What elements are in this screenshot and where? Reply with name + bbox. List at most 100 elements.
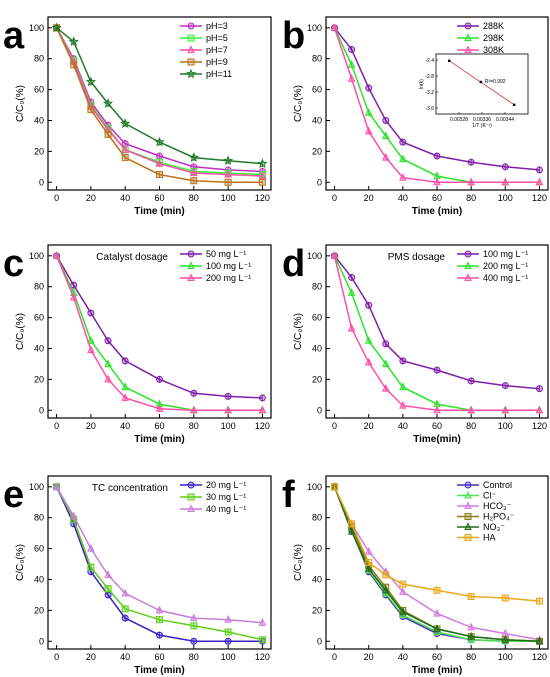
x-tick-label: 20 bbox=[86, 421, 96, 431]
y-tick-label: 100 bbox=[307, 23, 322, 33]
data-point bbox=[433, 608, 441, 617]
panel-letter: e bbox=[3, 474, 24, 516]
x-axis-label: Time (min) bbox=[412, 665, 462, 676]
legend-marker bbox=[464, 33, 472, 41]
y-tick-label: 0 bbox=[317, 405, 322, 415]
legend-entry: pH=7 bbox=[206, 45, 228, 55]
data-point bbox=[501, 382, 509, 390]
data-point bbox=[154, 136, 165, 147]
legend-marker bbox=[187, 58, 195, 66]
y-tick-label: 20 bbox=[312, 374, 322, 384]
data-point bbox=[364, 108, 373, 116]
legend-marker bbox=[187, 250, 195, 258]
legend-entry: Cl⁻ bbox=[483, 491, 496, 501]
data-point bbox=[69, 292, 78, 301]
data-point bbox=[102, 98, 114, 108]
data-point bbox=[348, 520, 356, 528]
data-point bbox=[121, 382, 130, 391]
data-point bbox=[399, 382, 407, 391]
x-tick-label: 0 bbox=[332, 652, 337, 662]
legend-marker bbox=[464, 250, 472, 258]
panel-title: TC concentration bbox=[92, 483, 168, 494]
data-point bbox=[104, 570, 112, 578]
y-tick-label: 40 bbox=[34, 115, 44, 125]
data-point bbox=[156, 631, 163, 639]
x-tick-label: 40 bbox=[398, 193, 408, 203]
data-point bbox=[399, 357, 407, 365]
data-point bbox=[155, 159, 164, 167]
data-point bbox=[224, 628, 232, 636]
data-point bbox=[87, 563, 95, 571]
data-point bbox=[382, 340, 390, 348]
legend-marker bbox=[187, 504, 195, 512]
data-point bbox=[104, 130, 112, 138]
y-tick-label: 0 bbox=[39, 405, 44, 415]
legend-entry: pH=5 bbox=[206, 33, 228, 43]
x-tick-label: 80 bbox=[466, 652, 476, 662]
legend-entry: 20 mg L⁻¹ bbox=[206, 480, 246, 490]
data-point bbox=[258, 394, 266, 402]
data-point bbox=[224, 637, 232, 645]
x-axis-label: Time (min) bbox=[134, 665, 184, 676]
data-point bbox=[223, 155, 234, 165]
data-point bbox=[365, 84, 373, 92]
y-tick-label: 20 bbox=[34, 374, 44, 384]
legend-marker bbox=[464, 534, 472, 541]
legend-marker bbox=[464, 522, 472, 530]
x-axis-label: Time (min) bbox=[412, 206, 462, 217]
x-tick-label: 20 bbox=[364, 421, 374, 431]
legend-marker bbox=[187, 22, 195, 30]
data-point bbox=[224, 615, 232, 623]
panel-title: PMS dosage bbox=[388, 252, 446, 263]
legend: 100 mg L⁻¹ 200 mg L⁻¹ 400 mg L⁻¹ bbox=[457, 249, 528, 283]
inset-annotation: R²=0.992 bbox=[485, 79, 506, 85]
legend-marker bbox=[187, 273, 195, 281]
data-point bbox=[501, 635, 510, 643]
data-point bbox=[190, 389, 198, 397]
inset-y-tick-label: -2.4 bbox=[425, 58, 434, 64]
y-tick-label: 40 bbox=[312, 115, 322, 125]
x-tick-label: 100 bbox=[498, 652, 513, 662]
legend-entry: 50 mg L⁻¹ bbox=[206, 249, 246, 259]
y-tick-label: 80 bbox=[34, 54, 44, 64]
data-point bbox=[381, 359, 390, 367]
data-point bbox=[120, 118, 131, 128]
x-tick-label: 60 bbox=[432, 193, 442, 203]
data-point bbox=[364, 126, 373, 135]
legend-entry: pH=3 bbox=[206, 21, 228, 31]
data-point bbox=[467, 177, 475, 186]
y-tick-label: 100 bbox=[29, 482, 44, 492]
legend-entry: 288K bbox=[483, 21, 504, 31]
x-tick-label: 100 bbox=[221, 193, 236, 203]
data-point bbox=[467, 158, 475, 166]
panel-letter: a bbox=[3, 15, 25, 57]
x-tick-label: 100 bbox=[498, 421, 513, 431]
data-point bbox=[224, 178, 232, 186]
series-HA bbox=[331, 483, 543, 605]
y-tick-label: 20 bbox=[312, 605, 322, 615]
y-axis-label: C/C₀(%) bbox=[293, 544, 304, 581]
data-point bbox=[347, 74, 356, 82]
y-axis-label: C/C₀(%) bbox=[293, 313, 304, 350]
y-tick-label: 60 bbox=[312, 85, 322, 95]
x-tick-label: 120 bbox=[532, 652, 547, 662]
series-100 mg L⁻¹ bbox=[331, 252, 543, 393]
legend-entry: 100 mg L⁻¹ bbox=[483, 249, 528, 259]
data-point bbox=[399, 401, 407, 409]
legend-marker bbox=[464, 22, 472, 30]
legend-marker bbox=[187, 261, 195, 269]
data-point bbox=[87, 309, 95, 317]
data-point bbox=[433, 586, 441, 594]
data-point bbox=[258, 618, 267, 626]
data-point bbox=[382, 116, 390, 124]
x-tick-label: 60 bbox=[432, 421, 442, 431]
y-tick-label: 80 bbox=[34, 282, 44, 292]
data-point bbox=[364, 357, 373, 366]
data-point bbox=[258, 636, 266, 644]
panel-c: 0 20 40 60 80 100 120 0 20 40 60 80 100 Time (min) C/C… bbox=[3, 243, 272, 445]
legend-entry: pH=11 bbox=[206, 69, 232, 79]
inset-y-label: ln(k) bbox=[419, 79, 425, 89]
data-point bbox=[433, 405, 441, 414]
x-tick-label: 60 bbox=[154, 652, 164, 662]
data-point bbox=[330, 251, 339, 259]
